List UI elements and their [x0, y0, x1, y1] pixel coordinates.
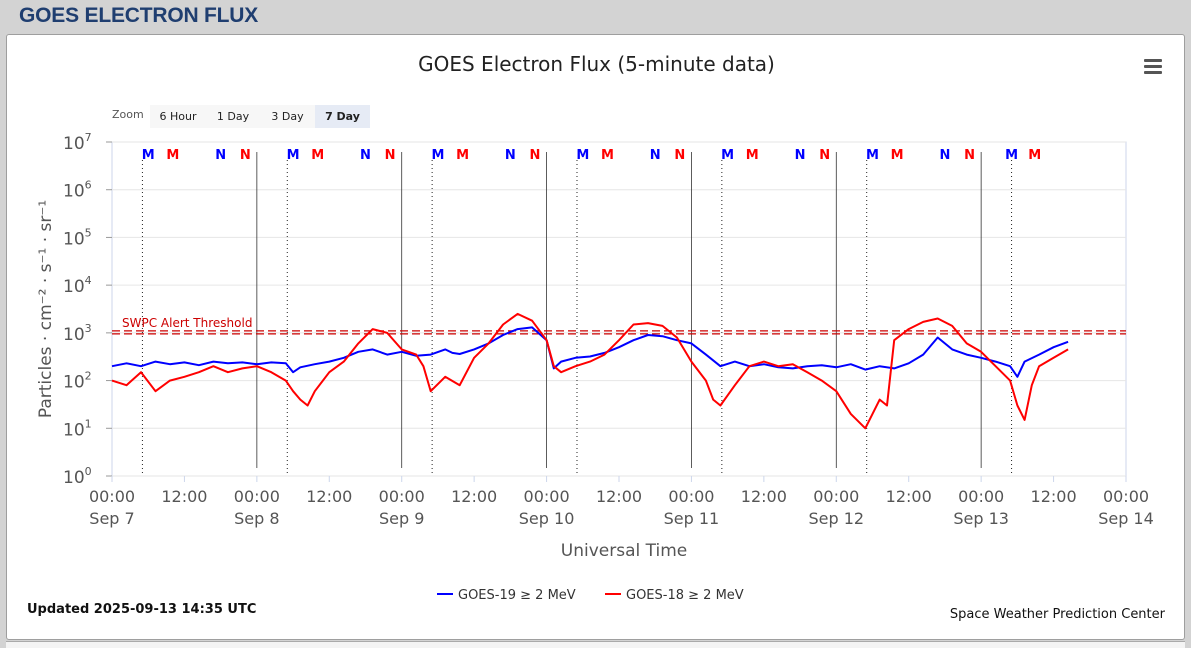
- top-marker-m: M: [1028, 148, 1041, 163]
- x-tick-label: 12:00: [161, 487, 207, 506]
- x-tick-date-label: Sep 11: [664, 509, 720, 528]
- x-tick-label: 00:00: [524, 487, 570, 506]
- top-marker-n: N: [964, 148, 975, 163]
- top-marker-m: M: [891, 148, 904, 163]
- x-axis-title: Universal Time: [561, 541, 687, 561]
- chart-panel: GOES Electron Flux (5-minute data) Zoom …: [6, 34, 1185, 640]
- y-tick-label: 100: [63, 465, 92, 488]
- y-tick-label: 101: [63, 417, 92, 440]
- y-tick-label: 104: [63, 274, 92, 297]
- x-tick-label: 00:00: [813, 487, 859, 506]
- y-tick-label: 105: [63, 226, 92, 249]
- threshold-label: SWPC Alert Threshold: [122, 316, 252, 330]
- top-marker-m: M: [311, 148, 324, 163]
- x-tick-label: 12:00: [306, 487, 352, 506]
- y-tick-label: 106: [63, 179, 92, 202]
- updated-timestamp: Updated 2025-09-13 14:35 UTC: [27, 602, 257, 617]
- bottom-strip: [6, 641, 1185, 648]
- y-tick-label: 103: [63, 322, 92, 345]
- x-tick-label: 12:00: [451, 487, 497, 506]
- top-marker-m: M: [166, 148, 179, 163]
- x-tick-label: 12:00: [596, 487, 642, 506]
- x-tick-date-label: Sep 13: [953, 509, 1009, 528]
- top-marker-n: N: [385, 148, 396, 163]
- series-line-goes18: [111, 312, 1069, 430]
- top-marker-n: N: [674, 148, 685, 163]
- zoom-1-day-button[interactable]: 1 Day: [206, 105, 260, 128]
- legend-label: GOES-18 ≥ 2 MeV: [626, 588, 744, 603]
- top-marker-n: N: [240, 148, 251, 163]
- top-marker-m: M: [287, 148, 300, 163]
- x-tick-label: 12:00: [1031, 487, 1077, 506]
- x-tick-label: 00:00: [234, 487, 280, 506]
- x-tick-date-label: Sep 7: [89, 509, 134, 528]
- chart-title: GOES Electron Flux (5-minute data): [418, 52, 775, 76]
- top-marker-n: N: [819, 148, 830, 163]
- zoom-7-day-button[interactable]: 7 Day: [315, 105, 370, 128]
- top-marker-n: N: [939, 148, 950, 163]
- legend-label: GOES-19 ≥ 2 MeV: [458, 588, 576, 603]
- top-marker-m: M: [721, 148, 734, 163]
- page-header: GOES ELECTRON FLUX: [0, 0, 1191, 34]
- top-marker-n: N: [795, 148, 806, 163]
- x-tick-label: 00:00: [668, 487, 714, 506]
- top-marker-n: N: [505, 148, 516, 163]
- menu-icon[interactable]: [1141, 59, 1165, 79]
- x-tick-label: 12:00: [741, 487, 787, 506]
- x-tick-date-label: Sep 12: [808, 509, 864, 528]
- top-marker-n: N: [215, 148, 226, 163]
- top-marker-m: M: [866, 148, 879, 163]
- credit-text: Space Weather Prediction Center: [949, 607, 1165, 622]
- x-tick-label: 00:00: [958, 487, 1004, 506]
- zoom-3-day-button[interactable]: 3 Day: [260, 105, 315, 128]
- plot-area: [111, 141, 1127, 477]
- top-marker-m: M: [431, 148, 444, 163]
- x-tick-label: 12:00: [886, 487, 932, 506]
- x-tick-date-label: Sep 9: [379, 509, 424, 528]
- top-marker-n: N: [360, 148, 371, 163]
- top-marker-n: N: [650, 148, 661, 163]
- y-tick-label: 102: [63, 370, 92, 393]
- x-tick-date-label: Sep 8: [234, 509, 279, 528]
- top-marker-n: N: [530, 148, 541, 163]
- page-title: GOES ELECTRON FLUX: [19, 4, 259, 27]
- top-marker-m: M: [456, 148, 469, 163]
- chart-svg: 100 101 102 103 104 105 106 107 00:00 Sep 7 12:00 0…: [36, 131, 1154, 603]
- zoom-label: Zoom: [112, 108, 144, 121]
- x-tick-date-label: Sep 10: [519, 509, 575, 528]
- top-marker-m: M: [576, 148, 589, 163]
- top-marker-m: M: [601, 148, 614, 163]
- x-tick-label: 00:00: [89, 487, 135, 506]
- top-marker-m: M: [142, 148, 155, 163]
- x-tick-date-label: Sep 14: [1098, 509, 1154, 528]
- zoom-6-hour-button[interactable]: 6 Hour: [150, 105, 206, 128]
- y-axis-title: Particles · cm⁻² · s⁻¹ · sr⁻¹: [36, 200, 56, 418]
- x-tick-label: 00:00: [1103, 487, 1149, 506]
- top-marker-m: M: [746, 148, 759, 163]
- y-tick-label: 107: [63, 131, 92, 154]
- x-tick-label: 00:00: [379, 487, 425, 506]
- top-marker-m: M: [1005, 148, 1018, 163]
- series-line-goes19: [111, 326, 1069, 378]
